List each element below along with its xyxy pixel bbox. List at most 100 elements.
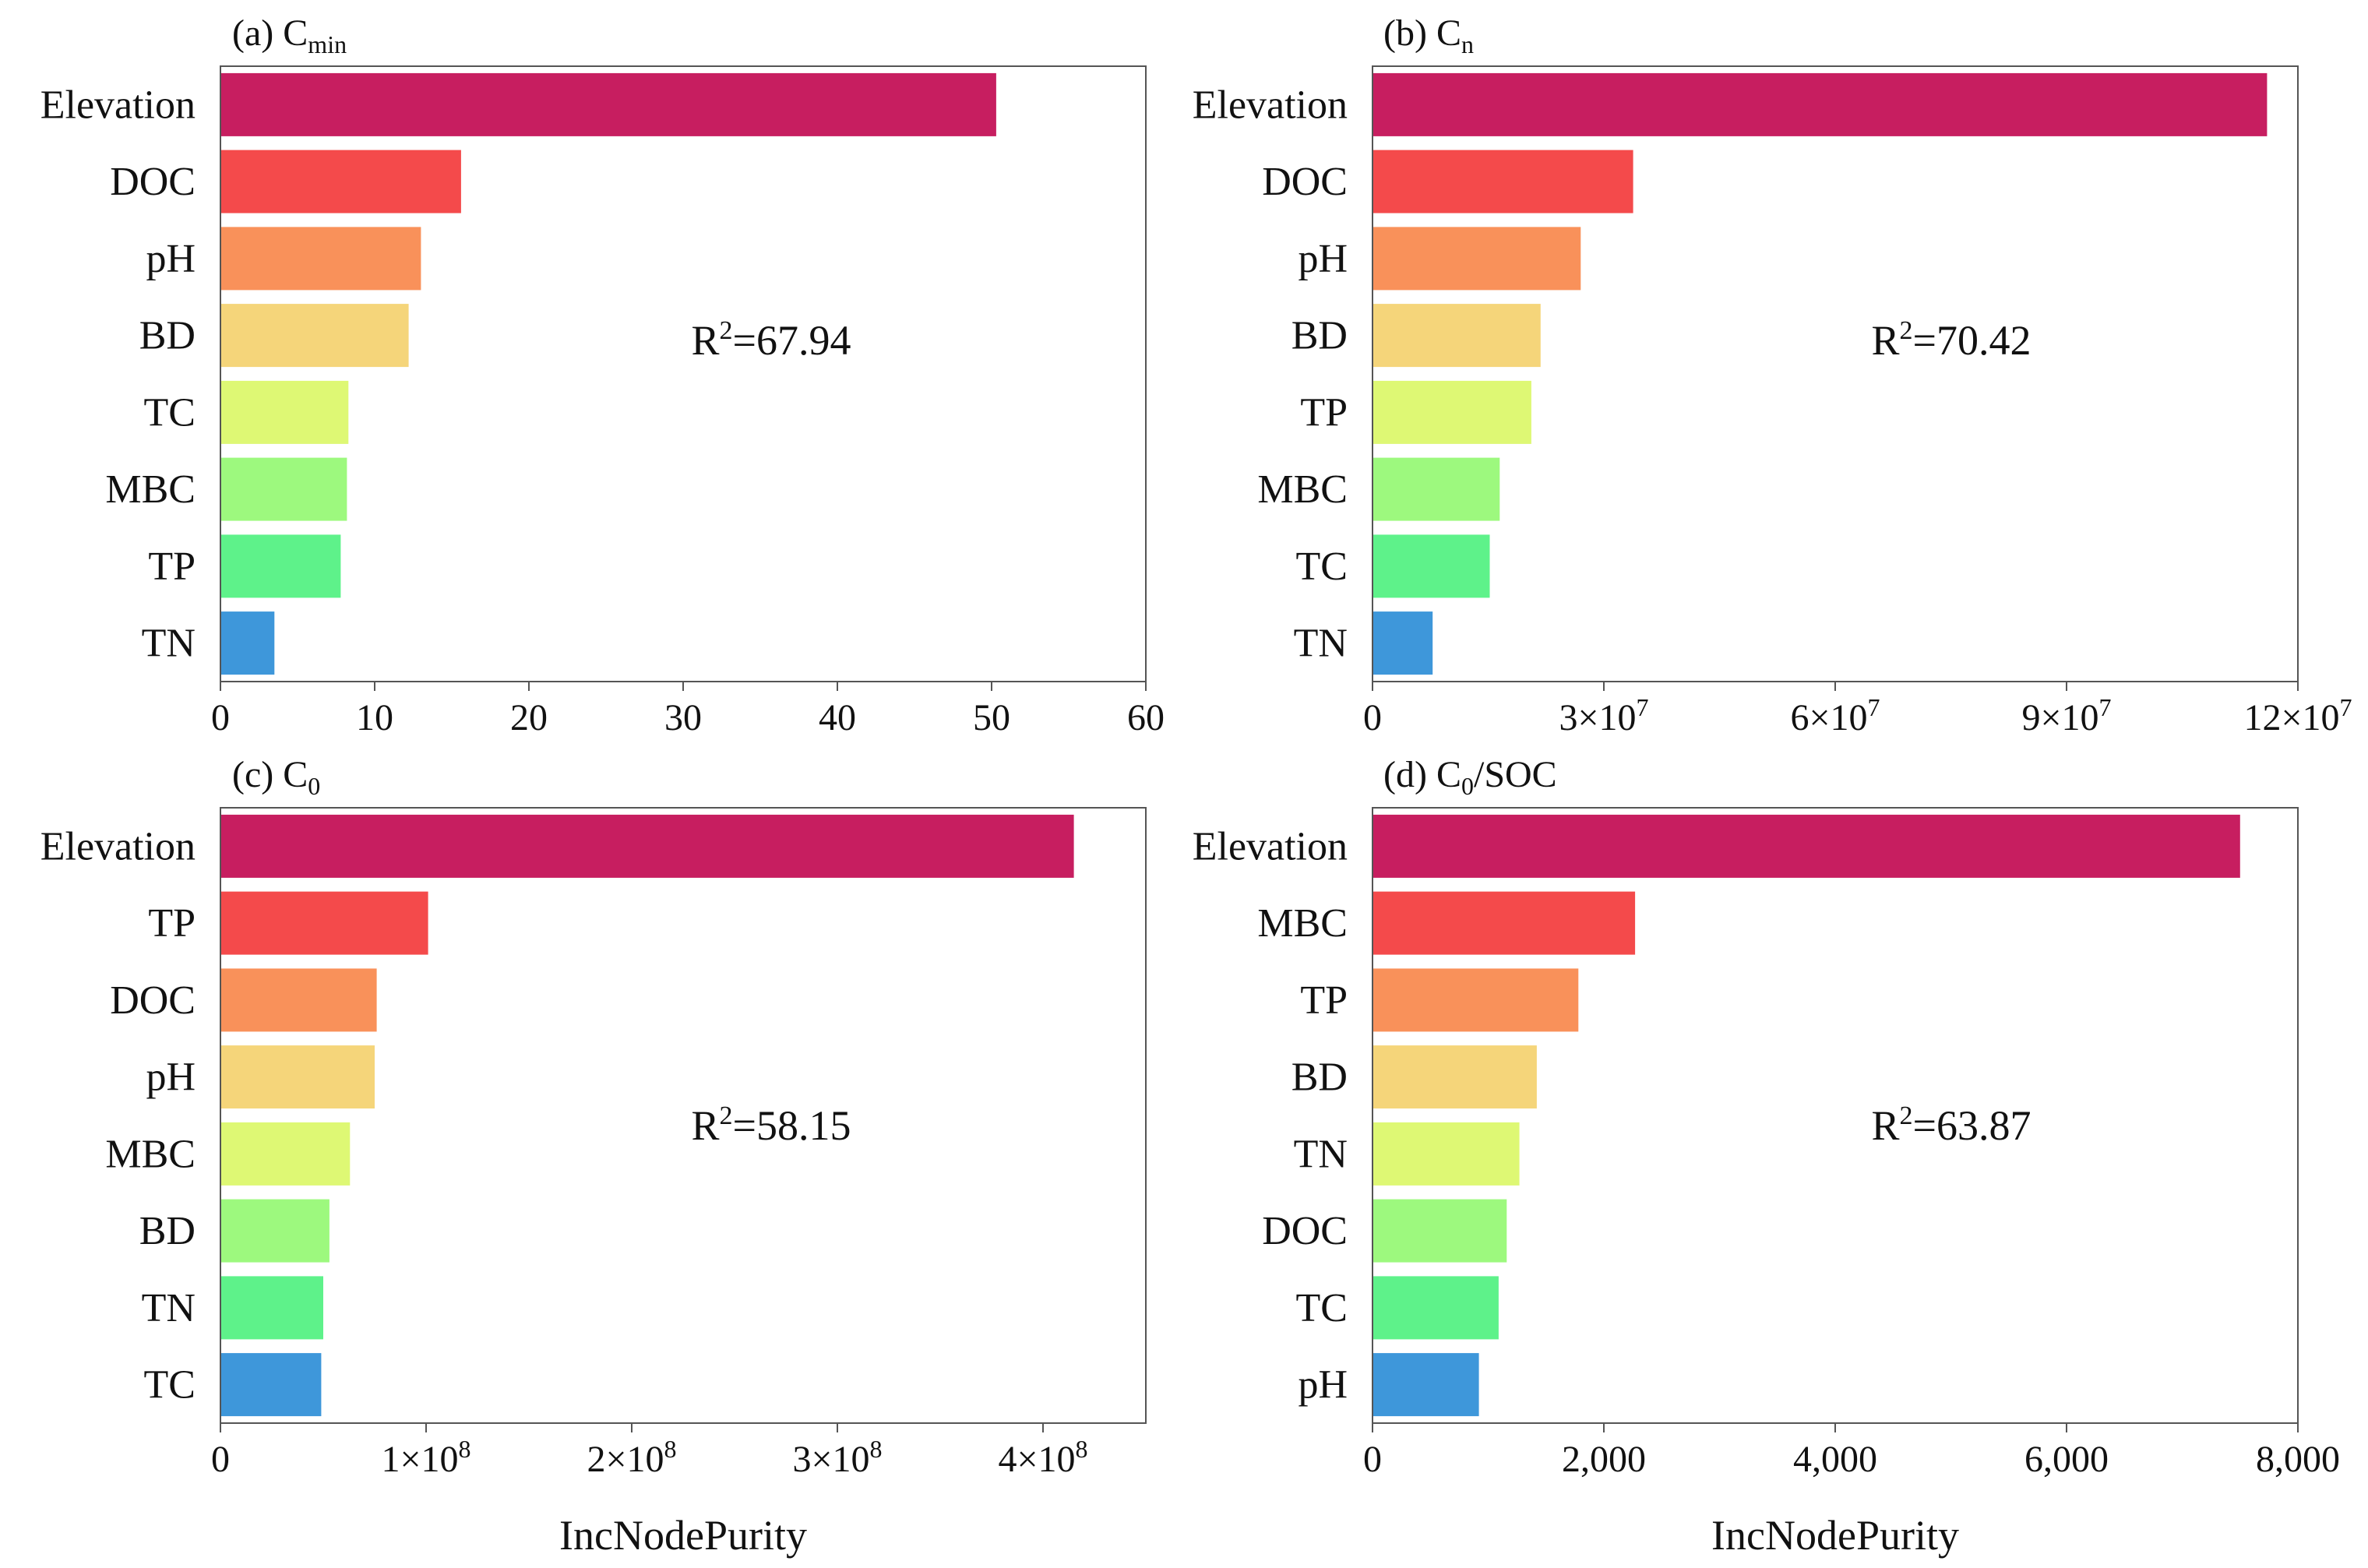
category-label: DOC <box>1262 160 1348 204</box>
r2-annotation: R2=63.87 <box>1872 1101 2031 1149</box>
panel-title: (c) C0 <box>232 754 320 800</box>
panel-title: (d) C0/SOC <box>1383 754 1557 800</box>
bar-tn <box>220 611 275 675</box>
category-label: Elevation <box>41 83 196 127</box>
x-axis-title: IncNodePurity <box>1711 1512 1959 1559</box>
x-tick-label: 20 <box>510 697 548 738</box>
panel-title: (a) Cmin <box>232 12 347 58</box>
category-label: DOC <box>1262 1209 1348 1253</box>
x-tick-label: 4×108 <box>998 1435 1087 1480</box>
category-label: TN <box>1294 1132 1348 1176</box>
x-tick-label: 10 <box>356 697 393 738</box>
x-tick-label: 30 <box>664 697 702 738</box>
x-tick-label: 9×107 <box>2021 693 2111 738</box>
panel-2: Elevation DOC pH BD TP MBC TC TN 0 3×107 6×107 9×10… <box>1193 12 2352 738</box>
category-label: BD <box>139 314 196 358</box>
bar-elevation <box>220 814 1074 878</box>
x-tick-label: 12×107 <box>2243 693 2352 738</box>
bar-bd <box>220 1199 329 1263</box>
category-label: TN <box>142 622 196 666</box>
x-tick-label: 3×108 <box>792 1435 882 1480</box>
bar-bd <box>1373 304 1541 368</box>
category-label: MBC <box>1257 467 1348 512</box>
x-tick-label: 0 <box>1363 697 1382 738</box>
bar-mbc <box>1373 457 1500 521</box>
panel-3: Elevation TP DOC pH MBC BD TN TC 0 1×108 2×108 3×10… <box>41 754 1147 1559</box>
bar-tn <box>1373 611 1433 675</box>
x-tick-label: 0 <box>211 1439 230 1480</box>
category-label: MBC <box>105 467 196 512</box>
bar-tn <box>1373 1122 1520 1186</box>
category-label: TP <box>1300 978 1348 1023</box>
x-tick-label: 8,000 <box>2256 1439 2340 1480</box>
bar-tn <box>220 1276 323 1340</box>
x-tick-label: 2×108 <box>587 1435 676 1480</box>
category-label: MBC <box>105 1132 196 1176</box>
x-tick-label: 4,000 <box>1793 1439 1877 1480</box>
category-label: MBC <box>1257 901 1348 946</box>
x-tick-label: 1×108 <box>381 1435 470 1480</box>
bar-tp <box>1373 968 1579 1032</box>
bar-tc <box>1373 534 1490 598</box>
category-label: DOC <box>110 978 196 1023</box>
r2-annotation: R2=58.15 <box>692 1101 851 1149</box>
bar-ph <box>1373 1353 1479 1417</box>
category-label: TP <box>148 544 196 589</box>
x-tick-label: 2,000 <box>1562 1439 1646 1480</box>
category-label: TC <box>1296 544 1348 589</box>
x-tick-label: 6×107 <box>1790 693 1880 738</box>
x-tick-label: 0 <box>211 697 230 738</box>
bar-elevation <box>1373 72 2268 136</box>
x-axis-title: IncNodePurity <box>559 1512 807 1559</box>
bar-tc <box>220 1353 322 1417</box>
bar-ph <box>1373 227 1581 291</box>
x-tick-label: 0 <box>1363 1439 1382 1480</box>
category-label: Elevation <box>1193 83 1348 127</box>
category-label: DOC <box>110 160 196 204</box>
bar-doc <box>220 968 377 1032</box>
category-label: pH <box>146 1055 196 1100</box>
bar-ph <box>220 227 421 291</box>
x-tick-label: 40 <box>819 697 856 738</box>
bar-mbc <box>220 1122 351 1186</box>
category-label: BD <box>139 1209 196 1253</box>
bar-tc <box>220 380 349 444</box>
panel-1: Elevation DOC pH BD TC MBC TP TN 0 10 20 30 40 50 60 (a… <box>41 12 1165 738</box>
x-tick-label: 60 <box>1127 697 1165 738</box>
plot-frame <box>220 807 1147 1424</box>
category-label: BD <box>1291 1055 1348 1100</box>
category-label: TC <box>1296 1286 1348 1330</box>
category-label: TN <box>1294 622 1348 666</box>
panel-4: Elevation MBC TP BD TN DOC TC pH 0 2,000 4,000 6,00… <box>1193 754 2340 1559</box>
bar-elevation <box>1373 814 2240 878</box>
bar-mbc <box>1373 891 1636 955</box>
category-label: pH <box>1298 237 1348 281</box>
bar-tp <box>220 534 341 598</box>
bar-doc <box>1373 1199 1507 1263</box>
category-label: pH <box>146 237 196 281</box>
bar-elevation <box>220 72 996 136</box>
bar-bd <box>1373 1045 1537 1109</box>
category-label: Elevation <box>1193 824 1348 869</box>
panel-title: (b) Cn <box>1383 12 1474 58</box>
r2-annotation: R2=67.94 <box>692 316 851 364</box>
x-tick-label: 3×107 <box>1559 693 1648 738</box>
bar-tc <box>1373 1276 1499 1340</box>
bar-doc <box>220 150 461 213</box>
category-label: BD <box>1291 314 1348 358</box>
bar-ph <box>220 1045 375 1109</box>
category-label: TN <box>142 1286 196 1330</box>
bar-bd <box>220 304 409 368</box>
category-label: TC <box>144 390 196 435</box>
bar-doc <box>1373 150 1633 213</box>
bar-tp <box>1373 380 1531 444</box>
x-tick-label: 50 <box>973 697 1010 738</box>
category-label: TP <box>148 901 196 946</box>
x-tick-label: 6,000 <box>2024 1439 2109 1480</box>
bar-mbc <box>220 457 347 521</box>
category-label: TP <box>1300 390 1348 435</box>
category-label: Elevation <box>41 824 196 869</box>
bar-tp <box>220 891 428 955</box>
